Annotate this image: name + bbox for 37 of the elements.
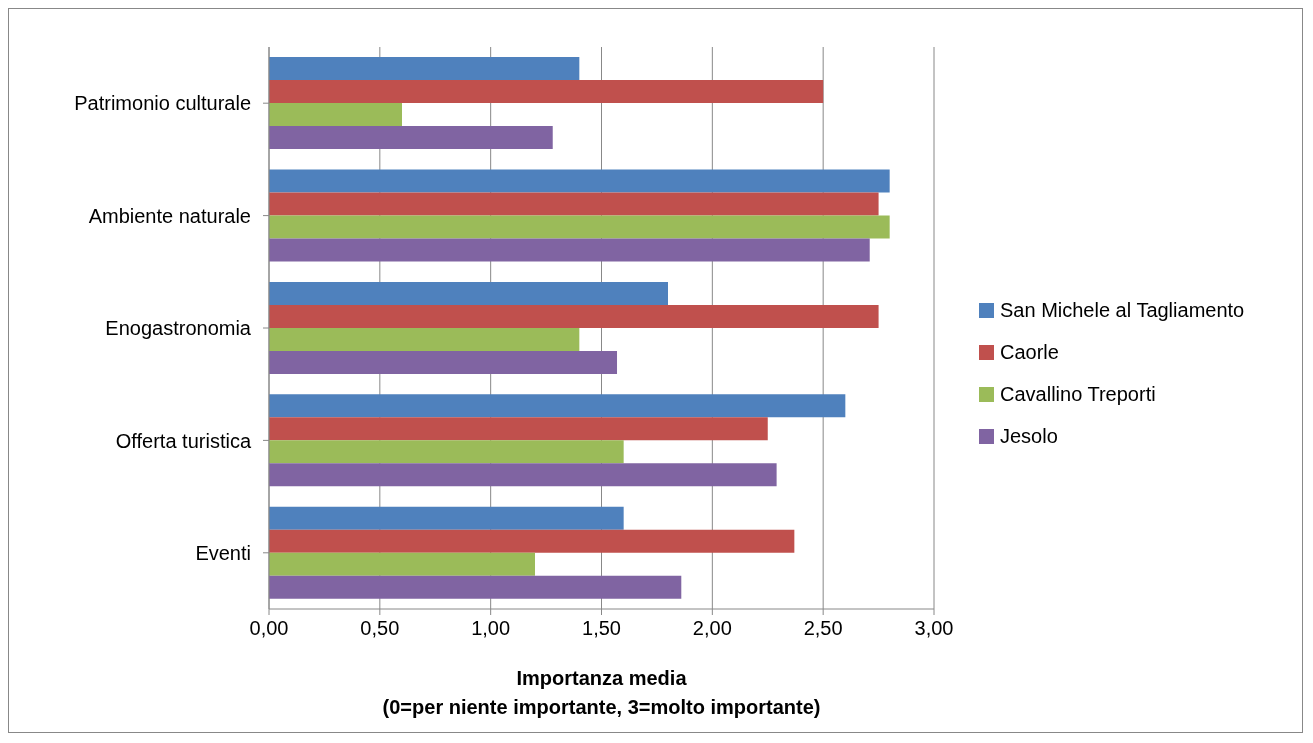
legend-label: Jesolo bbox=[1000, 424, 1058, 448]
y-tick-label: Offerta turistica bbox=[115, 429, 252, 452]
x-tick-label: 0,50 bbox=[360, 617, 400, 640]
x-tick-label: 3,00 bbox=[914, 617, 954, 640]
bar bbox=[269, 192, 879, 216]
bar bbox=[269, 529, 795, 553]
bar bbox=[269, 440, 624, 464]
bar bbox=[269, 103, 402, 127]
bar bbox=[269, 304, 879, 328]
bar bbox=[269, 327, 580, 351]
bar bbox=[269, 238, 870, 262]
x-tick-label: 1,00 bbox=[471, 617, 511, 640]
bar bbox=[269, 506, 624, 530]
legend-label: Cavallino Treporti bbox=[1000, 382, 1156, 406]
y-tick-label: Ambiente naturale bbox=[88, 204, 251, 227]
bar bbox=[269, 169, 890, 193]
bar bbox=[269, 215, 890, 239]
y-tick-label: Eventi bbox=[195, 541, 251, 564]
bar bbox=[269, 575, 682, 599]
bar bbox=[269, 463, 777, 487]
y-tick-label: Patrimonio culturale bbox=[74, 92, 251, 115]
x-axis-title: Importanza media (0=per niente importante, 3=molto importante) bbox=[381, 666, 822, 720]
x-tick-label: 2,00 bbox=[692, 617, 732, 640]
bar bbox=[269, 552, 535, 576]
y-tick-label: Enogastronomia bbox=[105, 317, 252, 340]
legend-label: San Michele al Tagliamento bbox=[1000, 298, 1245, 322]
bar bbox=[269, 417, 768, 441]
x-tick-label: 0,00 bbox=[249, 617, 289, 640]
bar bbox=[269, 394, 846, 418]
bar bbox=[269, 281, 668, 305]
bar bbox=[269, 80, 824, 104]
x-tick-label: 1,50 bbox=[582, 617, 621, 640]
legend-label: Caorle bbox=[1000, 340, 1059, 364]
bar bbox=[269, 350, 618, 374]
x-tick-label: 2,50 bbox=[803, 617, 843, 640]
bar bbox=[269, 126, 553, 150]
bar bbox=[269, 57, 580, 81]
